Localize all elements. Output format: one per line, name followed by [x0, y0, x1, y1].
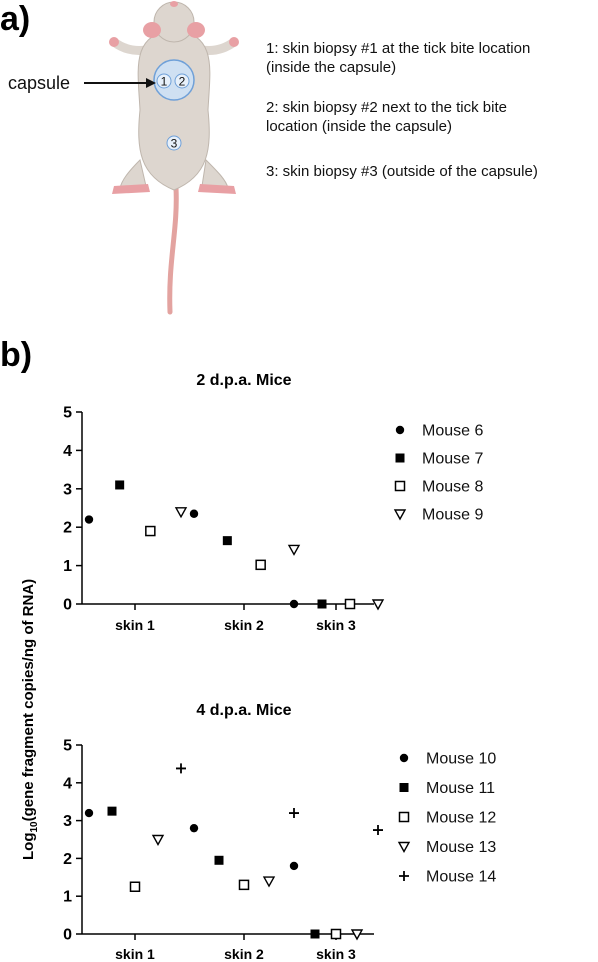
data-point	[350, 929, 364, 941]
data-point	[176, 763, 186, 774]
data-point	[238, 879, 250, 891]
data-point	[174, 507, 188, 519]
legend-label: Mouse 12	[426, 810, 496, 827]
capsule-arrow-head	[146, 78, 156, 88]
data-point	[330, 928, 342, 940]
legend-label: Mouse 9	[422, 507, 483, 524]
description-1: 1: skin biopsy #1 at the tick bite locat…	[266, 40, 530, 78]
chart-2dpa: 2 d.p.a. Mice 0 1 2 3 4 5 skin 1 skin 2 skin 3 Mou…	[63, 372, 483, 633]
y-tick-label: 0	[63, 597, 72, 614]
legend-marker	[395, 453, 405, 463]
mouse-body	[137, 29, 211, 191]
data-point	[317, 599, 327, 609]
x-tick-label: skin 1	[115, 617, 155, 633]
data-point	[222, 536, 232, 546]
site-marker-2-circle	[174, 73, 190, 89]
data-point	[373, 825, 383, 836]
data-point	[189, 823, 199, 833]
chart-title: 4 d.p.a. Mice	[196, 702, 291, 719]
mouse-hind-foot-left	[112, 184, 150, 194]
mouse-nose	[170, 1, 178, 7]
data-point	[84, 808, 94, 818]
y-tick-label: 0	[63, 927, 72, 944]
legend-marker	[394, 480, 406, 492]
legend-label: Mouse 8	[422, 479, 483, 496]
y-tick-label: 4	[63, 443, 72, 460]
legend-label: Mouse 6	[422, 423, 483, 440]
description-3: 3: skin biopsy #3 (outside of the capsul…	[266, 163, 538, 182]
legend-label: Mouse 14	[426, 869, 496, 886]
data-point	[115, 480, 125, 490]
x-tick-label: skin 3	[316, 617, 356, 633]
chart-title: 2 d.p.a. Mice	[196, 372, 291, 389]
y-tick-label: 3	[63, 813, 72, 830]
x-tick-label: skin 3	[316, 946, 356, 962]
y-tick-label: 5	[63, 405, 72, 422]
data-point	[151, 834, 165, 846]
description-1-line2: (inside the capsule)	[266, 58, 397, 76]
data-point	[289, 599, 299, 609]
legend-marker	[397, 841, 411, 853]
y-tick-label: 1	[63, 889, 72, 906]
site-marker-1: 1	[161, 75, 168, 89]
mouse-head	[153, 1, 195, 43]
data-point	[189, 509, 199, 518]
y-tick-label: 2	[63, 520, 72, 537]
data-point	[255, 559, 266, 571]
description-2-line1: 2: skin biopsy #2 next to the tick bite	[266, 99, 507, 116]
data-point	[262, 876, 276, 888]
mouse-hind-leg-left	[119, 159, 147, 189]
legend-marker	[393, 509, 407, 521]
description-2-line2: location (inside the capsule)	[266, 117, 452, 135]
x-tick-label: skin 1	[115, 946, 155, 962]
legend-marker	[398, 811, 410, 823]
legend-label: Mouse 11	[426, 780, 495, 797]
y-tick-label: 4	[63, 775, 72, 792]
data-point	[289, 808, 299, 819]
legend-label: Mouse 13	[426, 839, 496, 856]
site-marker-3: 3	[171, 137, 178, 151]
legend-label: Mouse 7	[422, 451, 483, 468]
mouse-fore-paw-right	[229, 37, 239, 47]
y-tick-label: 3	[63, 481, 72, 498]
description-2: 2: skin biopsy #2 next to the tick bite …	[266, 99, 507, 137]
data-point	[371, 599, 385, 611]
panel-b-label: b)	[0, 336, 33, 374]
site-marker-3-circle	[166, 135, 182, 151]
y-tick-label: 2	[63, 851, 72, 868]
data-point	[310, 929, 320, 939]
mouse-tail	[167, 185, 179, 315]
data-point	[214, 855, 224, 865]
description-3-line1: 3: skin biopsy #3 (outside of the capsul…	[266, 163, 538, 180]
capsule-label: capsule	[8, 73, 70, 93]
data-point	[129, 881, 141, 892]
description-1-line1: 1: skin biopsy #1 at the tick bite locat…	[266, 40, 531, 57]
panel-a-label: a)	[0, 0, 31, 38]
capsule-circle	[153, 59, 195, 101]
legend-marker	[399, 783, 409, 792]
data-point	[289, 861, 299, 871]
mouse-fore-paw-left	[109, 37, 119, 47]
y-tick-label: 5	[63, 738, 72, 755]
mouse-illustration: 1 2 3 capsule	[8, 1, 239, 315]
chart-4dpa: 4 d.p.a. Mice 0 1 2 3 4 5 skin 1 skin 2 skin 3 Mou…	[63, 702, 496, 962]
site-marker-2: 2	[179, 75, 186, 89]
mouse-hind-foot-right	[198, 184, 236, 194]
data-point	[84, 515, 94, 524]
data-point	[107, 806, 117, 816]
data-point	[344, 598, 356, 610]
data-point	[287, 544, 301, 556]
mouse-ear-right	[187, 22, 205, 38]
data-point	[145, 525, 156, 537]
legend-label: Mouse 10	[426, 751, 496, 768]
site-marker-1-circle	[156, 73, 172, 89]
x-tick-label: skin 2	[224, 617, 264, 633]
mouse-hind-leg-right	[201, 158, 229, 189]
y-tick-label: 1	[63, 558, 72, 575]
legend-marker	[399, 871, 409, 881]
legend-marker	[399, 753, 409, 763]
x-tick-label: skin 2	[224, 946, 264, 962]
mouse-ear-left	[143, 22, 161, 38]
legend-marker	[395, 425, 405, 435]
